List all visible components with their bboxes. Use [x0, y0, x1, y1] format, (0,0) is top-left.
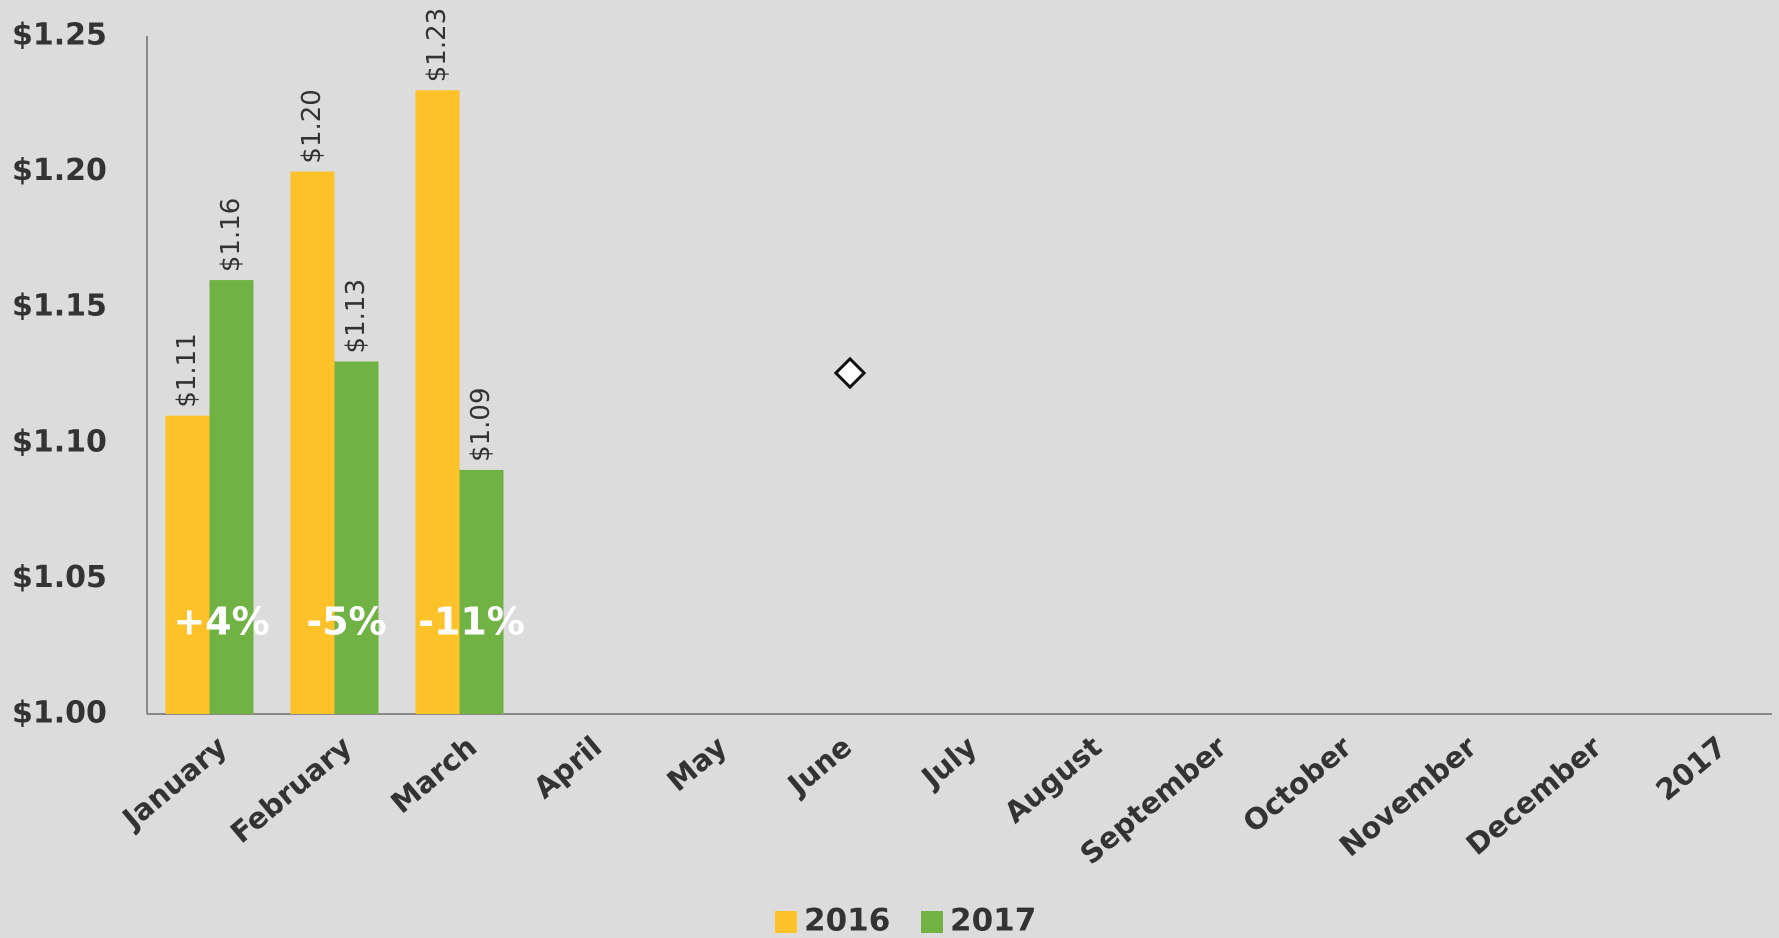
y-tick-label: $1.00: [12, 696, 107, 731]
annotation: -11%: [418, 600, 525, 644]
bar: [334, 361, 379, 714]
bar: [209, 280, 254, 714]
y-tick-label: $1.10: [12, 424, 107, 459]
value-label: $1.09: [466, 387, 496, 461]
bar: [290, 171, 335, 715]
annotation: +4%: [173, 600, 269, 644]
y-tick-label: $1.05: [12, 560, 107, 595]
bar: [415, 90, 460, 715]
value-label: $1.23: [422, 8, 452, 82]
bar: [165, 415, 210, 714]
legend-swatch: [921, 911, 943, 933]
value-label: $1.11: [172, 333, 202, 407]
value-label: $1.16: [216, 198, 246, 272]
annotation: -5%: [306, 600, 386, 644]
value-label: $1.13: [341, 279, 371, 353]
legend-label: 2016: [804, 903, 890, 938]
y-tick-label: $1.25: [12, 18, 107, 53]
legend-swatch: [775, 911, 797, 933]
bar: [459, 469, 504, 714]
y-tick-label: $1.15: [12, 289, 107, 324]
value-label: $1.20: [297, 89, 327, 163]
cursor-icon: [833, 356, 867, 390]
legend-label: 2017: [950, 903, 1036, 938]
y-tick-label: $1.20: [12, 153, 107, 188]
